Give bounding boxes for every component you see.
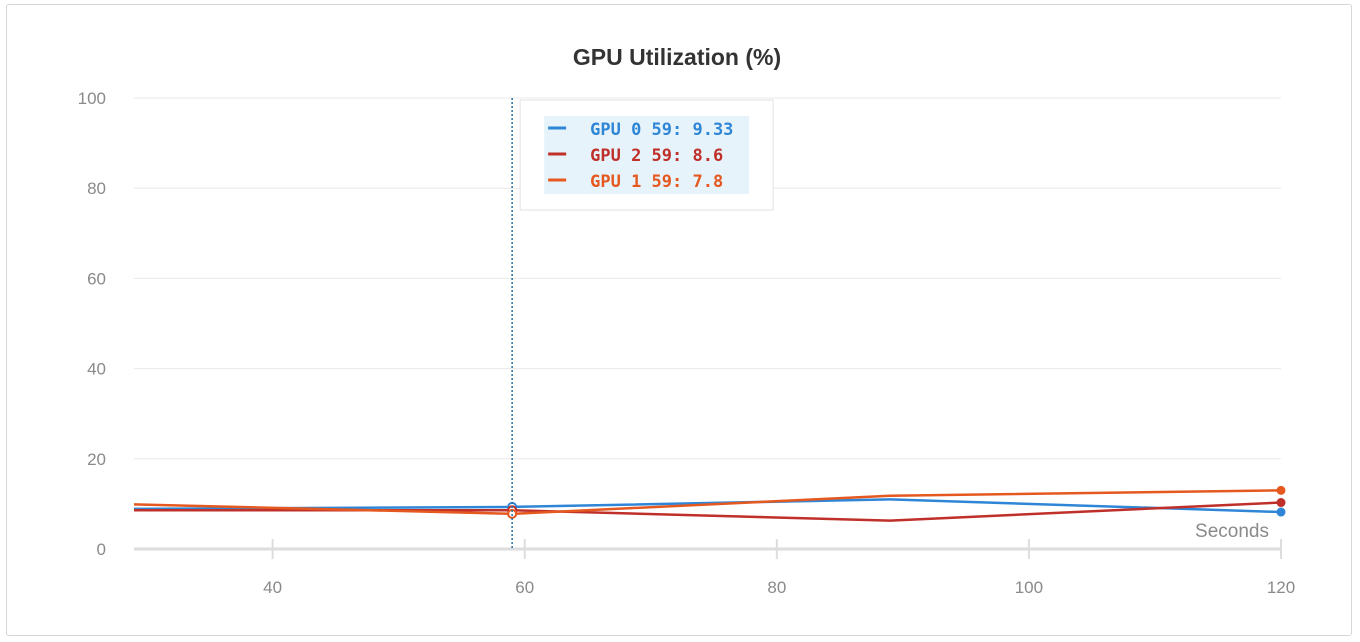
x-tick-label: 100: [1015, 578, 1043, 597]
y-axis-ticks: 0 20 40 60 80 100: [78, 89, 106, 559]
x-tick-label: 60: [515, 578, 534, 597]
series-line-gpu-1[interactable]: [133, 489, 1282, 516]
x-axis-label: Seconds: [1195, 521, 1269, 542]
x-axis: 40 60 80 100 120: [134, 539, 1295, 597]
y-tick-label: 60: [87, 269, 106, 288]
x-tick-label: 40: [263, 578, 282, 597]
grid-lines: [134, 97, 1281, 460]
y-tick-label: 100: [78, 89, 106, 108]
series-lines[interactable]: [133, 485, 1286, 522]
y-tick-label: 0: [97, 540, 106, 559]
x-tick-label: 120: [1267, 578, 1295, 597]
series-end-point: [1276, 507, 1286, 517]
y-tick-label: 20: [87, 450, 106, 469]
hover-tooltip: GPU 0 59: 9.33 GPU 2 59: 8.6 GPU 1 59: 7.8: [519, 99, 774, 211]
x-tick-label: 80: [767, 578, 786, 597]
series-end-point: [1276, 485, 1286, 495]
y-tick-label: 40: [87, 360, 106, 379]
tooltip-entry: GPU 2 59: 8.6: [590, 146, 723, 166]
hover-point: [507, 508, 518, 519]
tooltip-highlight: [544, 116, 750, 194]
series-end-point: [1276, 498, 1286, 508]
chart-title: GPU Utilization (%): [573, 44, 781, 70]
tooltip-entry: GPU 1 59: 7.8: [590, 172, 723, 192]
y-tick-label: 80: [87, 179, 106, 198]
tooltip-entry: GPU 0 59: 9.33: [590, 120, 733, 140]
